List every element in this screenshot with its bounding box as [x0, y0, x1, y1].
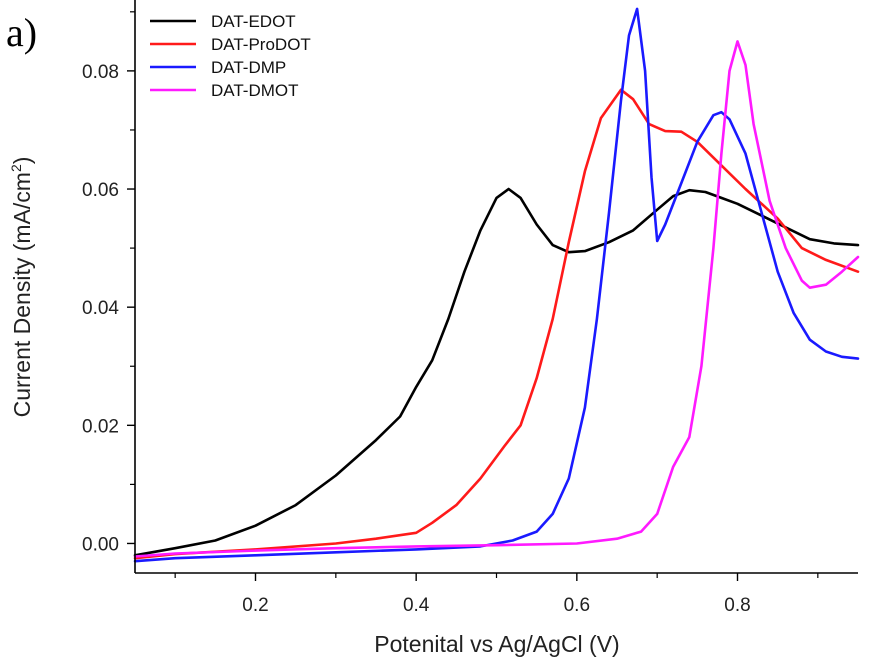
y-tick-label: 0.08	[82, 62, 119, 83]
legend: DAT-EDOT DAT-ProDOT DAT-DMP DAT-DMOT	[150, 12, 311, 100]
series-line-dat-dmot	[133, 40, 860, 558]
series-layer	[133, 7, 860, 563]
y-tick-label: 0.04	[82, 298, 119, 319]
legend-label-dat-dmp: DAT-DMP	[211, 58, 286, 77]
x-tick-label: 0.2	[242, 595, 268, 616]
y-tick-label: 0.00	[82, 534, 119, 555]
y-axis-title-superscript: 2	[8, 164, 24, 172]
x-ticks: 0.2 0.4 0.6 0.8	[174, 573, 819, 616]
series-line-dat-edot	[133, 187, 860, 557]
legend-label-dat-prodot: DAT-ProDOT	[211, 35, 311, 54]
x-axis-title: Potenital vs Ag/AgCl (V)	[374, 631, 619, 657]
y-tick-label: 0.02	[82, 416, 119, 437]
y-axis-title-close: )	[9, 157, 35, 165]
y-tick-label: 0.06	[82, 180, 119, 201]
y-ticks: 0.00 0.02 0.04 0.06 0.08	[82, 11, 135, 555]
x-tick-label: 0.6	[564, 595, 590, 616]
panel-label: a)	[6, 10, 37, 55]
y-axis-title: Current Density (mA/cm2)	[8, 157, 35, 418]
series-line-dat-prodot	[133, 88, 860, 560]
x-tick-label: 0.4	[403, 595, 430, 616]
y-axis-title-main: Current Density (mA/cm	[9, 172, 35, 417]
legend-label-dat-edot: DAT-EDOT	[211, 12, 296, 31]
x-tick-label: 0.8	[724, 595, 750, 616]
legend-label-dat-dmot: DAT-DMOT	[211, 81, 299, 100]
